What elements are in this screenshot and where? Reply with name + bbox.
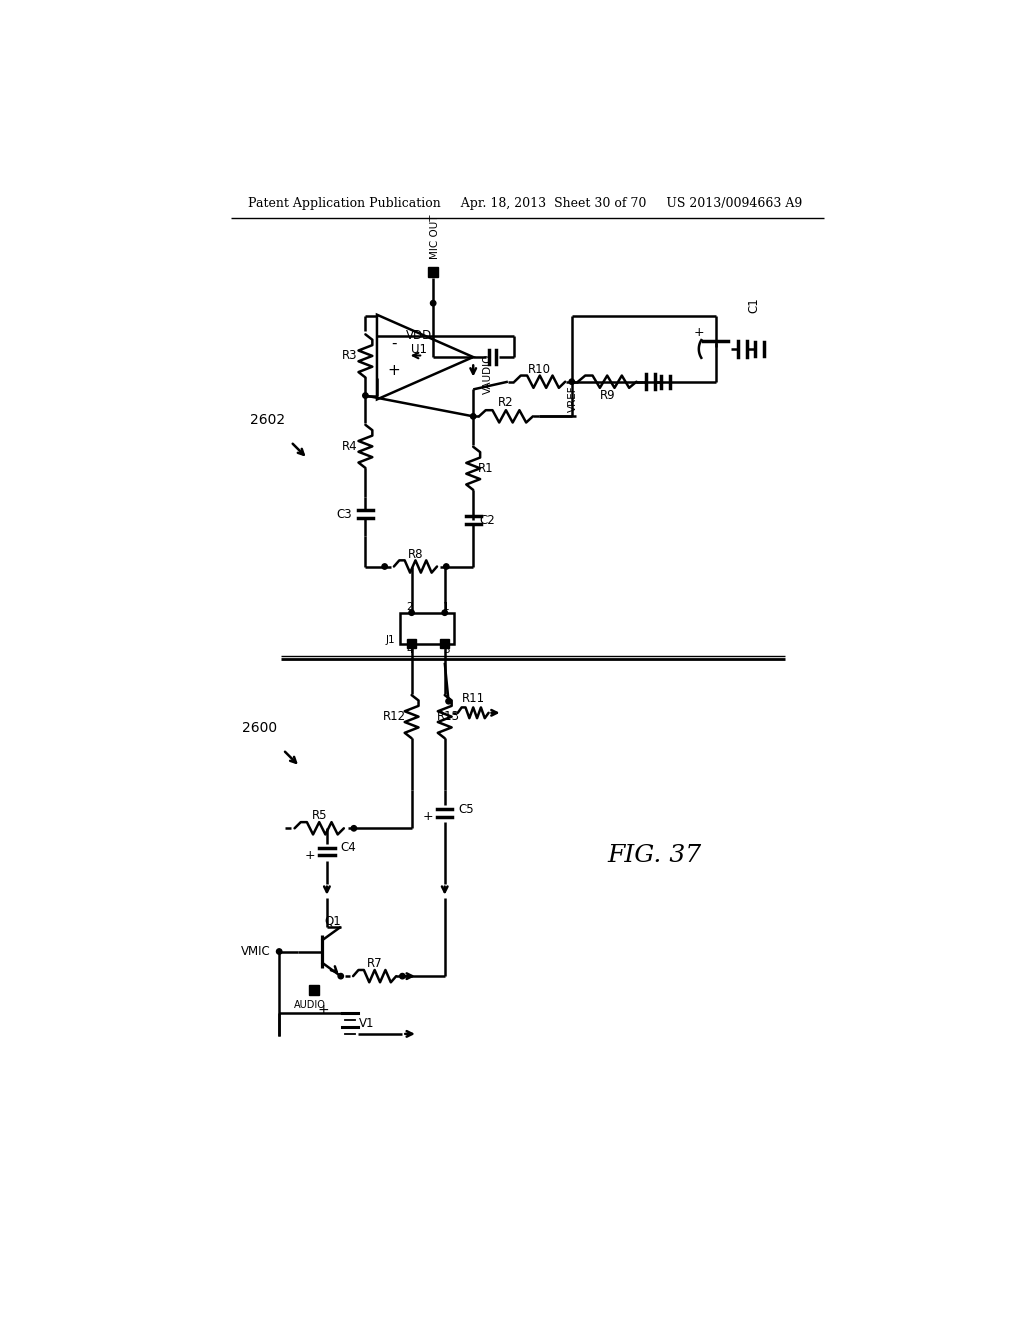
Text: R8: R8 — [408, 548, 423, 561]
Text: FIG. 37: FIG. 37 — [607, 843, 701, 867]
Text: +: + — [305, 849, 315, 862]
Text: 2: 2 — [406, 602, 413, 611]
Circle shape — [442, 610, 447, 615]
Text: R2: R2 — [498, 396, 514, 409]
Circle shape — [430, 301, 436, 306]
Text: VDD: VDD — [407, 329, 432, 342]
Text: 3: 3 — [443, 644, 450, 655]
Circle shape — [399, 973, 406, 979]
Circle shape — [338, 973, 343, 979]
Text: 2600: 2600 — [243, 721, 278, 735]
Text: R4: R4 — [342, 440, 357, 453]
Circle shape — [382, 564, 387, 569]
Text: R3: R3 — [342, 350, 357, 363]
Text: R12: R12 — [383, 710, 407, 723]
Text: R13: R13 — [437, 710, 460, 723]
Text: C4: C4 — [341, 841, 356, 854]
Text: R5: R5 — [311, 809, 327, 822]
Text: C1: C1 — [748, 297, 761, 313]
Circle shape — [409, 610, 415, 615]
Text: Patent Application Publication     Apr. 18, 2013  Sheet 30 of 70     US 2013/009: Patent Application Publication Apr. 18, … — [248, 197, 802, 210]
Circle shape — [351, 825, 356, 832]
Text: VMIC: VMIC — [242, 945, 271, 958]
Text: C3: C3 — [336, 508, 351, 520]
Text: +: + — [317, 1003, 329, 1016]
Text: +: + — [423, 810, 433, 824]
Circle shape — [470, 413, 476, 418]
Text: C5: C5 — [459, 803, 474, 816]
Text: R11: R11 — [462, 693, 484, 705]
Bar — [440, 639, 450, 648]
Text: VREF: VREF — [568, 385, 579, 412]
Text: R1: R1 — [478, 462, 494, 475]
Text: R7: R7 — [367, 957, 382, 970]
Text: +: + — [387, 363, 400, 379]
Circle shape — [276, 949, 282, 954]
Text: 4: 4 — [406, 644, 413, 655]
Text: V1: V1 — [359, 1018, 375, 1031]
Circle shape — [443, 564, 449, 569]
Text: AUDIO: AUDIO — [294, 1001, 326, 1010]
Text: R10: R10 — [528, 363, 551, 376]
Circle shape — [569, 379, 574, 384]
Bar — [400, 612, 454, 644]
Text: MIC OUT: MIC OUT — [430, 214, 439, 259]
Text: 1: 1 — [443, 602, 450, 611]
Text: +: + — [693, 326, 705, 338]
Text: R9: R9 — [599, 389, 615, 403]
Text: Q1: Q1 — [325, 915, 341, 927]
Text: C2: C2 — [479, 513, 495, 527]
Text: -: - — [391, 335, 396, 351]
Text: U1: U1 — [412, 343, 427, 356]
Text: J1: J1 — [386, 635, 395, 644]
Bar — [428, 268, 438, 277]
Bar — [309, 985, 318, 995]
Circle shape — [362, 393, 368, 399]
Circle shape — [445, 698, 452, 704]
Bar — [407, 639, 416, 648]
Text: 2602: 2602 — [250, 413, 285, 428]
Text: VAUDIO: VAUDIO — [482, 354, 493, 395]
